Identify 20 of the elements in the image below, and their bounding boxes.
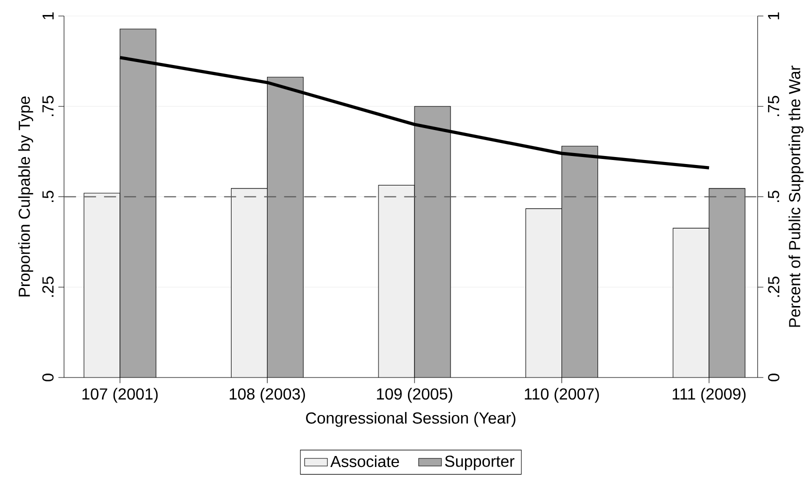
- y2-tick-label: .25: [768, 276, 780, 297]
- y2-tick-label: 1: [768, 12, 780, 20]
- x-tick-label: 109 (2005): [377, 388, 452, 403]
- y-tick-label: .75: [42, 96, 54, 116]
- x-tick-label: 108 (2003): [230, 388, 305, 403]
- y-tick-label: 1: [42, 12, 54, 20]
- y2-tick-label: .5: [768, 190, 780, 202]
- x-tick-label: 107 (2001): [82, 388, 158, 403]
- legend-label: Supporter: [445, 456, 514, 470]
- y2-tick-label: 0: [768, 374, 780, 382]
- x-axis-title: Congressional Session (Year): [306, 412, 516, 427]
- x-tick-label: 110 (2007): [524, 388, 599, 403]
- y2-tick-label: .75: [768, 96, 780, 116]
- x-tick-label: 111 (2009): [672, 388, 746, 403]
- legend-label: Associate: [330, 455, 399, 468]
- y-tick-label: 0: [42, 374, 54, 382]
- y-axis-title: Proportion Culpable by Type: [18, 96, 34, 296]
- y2-axis-title: Percent of Public Supporting the War: [788, 66, 804, 327]
- y-tick-label: .25: [42, 276, 54, 297]
- y-tick-label: .5: [42, 190, 54, 202]
